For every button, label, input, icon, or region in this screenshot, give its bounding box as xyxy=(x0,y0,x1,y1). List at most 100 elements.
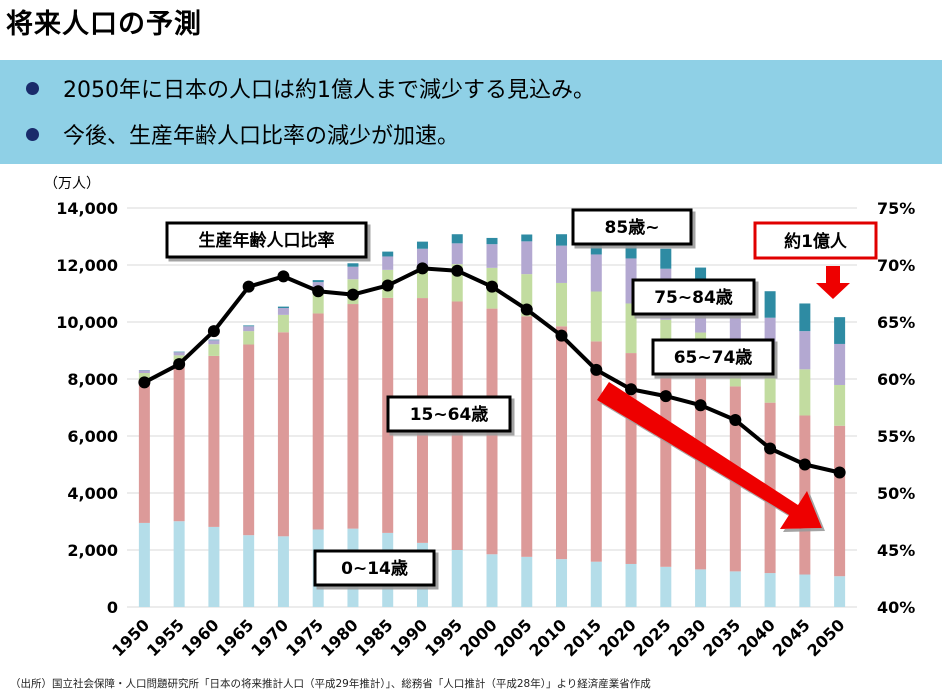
bar-segment-2000-s0 xyxy=(486,554,498,607)
bar-segment-2005-s3 xyxy=(521,241,533,275)
y2-tick-label: 40% xyxy=(877,598,915,617)
bar-segment-1970-s0 xyxy=(277,536,289,607)
bar-segment-2000-s4 xyxy=(486,237,498,245)
label-age-65-74: 65~74歳 xyxy=(651,338,775,376)
bar-segment-2050-s2 xyxy=(834,384,846,426)
bar-segment-1960-s0 xyxy=(208,526,220,607)
bar-segment-1965-s2 xyxy=(243,331,255,345)
x-tick-label: 1960 xyxy=(178,615,223,660)
bar-segment-1965-s0 xyxy=(243,535,255,607)
label-age-85-plus: 85歳~ xyxy=(571,208,693,246)
label-total-2050: 約1億人 xyxy=(753,221,878,260)
bar-segment-1955-s4 xyxy=(173,351,185,353)
bar-segment-2015-s3 xyxy=(590,254,602,292)
svg-text:65~74歳: 65~74歳 xyxy=(674,347,753,368)
ratio-point xyxy=(798,458,811,471)
x-axis-ticks: 1950195519601965197019751980198519901995… xyxy=(108,615,848,660)
bar-segment-1990-s3 xyxy=(416,248,428,267)
bar-segment-1950-s1 xyxy=(138,381,150,523)
ratio-point xyxy=(590,363,603,376)
y-tick-label: 12,000 xyxy=(56,256,118,275)
ratio-point xyxy=(242,280,255,293)
ratio-point xyxy=(764,442,777,455)
bar-segment-1970-s1 xyxy=(277,332,289,537)
bullet-text: 今後、生産年齢人口比率の減少が加速。 xyxy=(63,124,460,149)
ratio-point xyxy=(277,270,290,283)
bar-segment-1970-s2 xyxy=(277,314,289,333)
x-tick-label: 2050 xyxy=(804,615,849,660)
y-tick-label: 8,000 xyxy=(67,370,118,389)
x-tick-label: 1995 xyxy=(421,615,466,660)
bar-segment-1965-s1 xyxy=(243,344,255,536)
bar-segment-1995-s2 xyxy=(451,264,463,302)
bar-segment-2000-s3 xyxy=(486,244,498,268)
y2-tick-label: 50% xyxy=(877,484,915,503)
x-tick-label: 2000 xyxy=(456,615,501,660)
ratio-point xyxy=(659,390,672,403)
ratio-point xyxy=(312,285,325,298)
bullet-item: 今後、生産年齢人口比率の減少が加速。 xyxy=(26,118,459,150)
y2-tick-label: 65% xyxy=(877,313,915,332)
bar-segment-2030-s1 xyxy=(695,373,707,570)
ratio-points xyxy=(138,262,846,479)
bar-segment-2015-s0 xyxy=(590,561,602,607)
x-tick-label: 2045 xyxy=(769,615,814,660)
bar-segment-1990-s4 xyxy=(416,241,428,249)
bar-segment-2040-s0 xyxy=(764,573,776,607)
source-footnote: （出所）国立社会保障・人口問題研究所「日本の将来推計人口（平成29年推計）」、総… xyxy=(10,678,651,690)
svg-text:75~84歳: 75~84歳 xyxy=(654,287,733,308)
svg-text:15~64歳: 15~64歳 xyxy=(410,404,489,425)
bar-segment-1950-s0 xyxy=(138,522,150,607)
ratio-point xyxy=(207,325,220,338)
bar-segment-2050-s0 xyxy=(834,576,846,607)
y-tick-label: 10,000 xyxy=(56,313,118,332)
x-tick-label: 1990 xyxy=(386,615,431,660)
bar-segment-2050-s3 xyxy=(834,343,846,385)
x-tick-label: 1985 xyxy=(352,615,397,660)
bar-segment-2005-s2 xyxy=(521,274,533,317)
x-tick-label: 2030 xyxy=(664,615,709,660)
svg-text:85歳~: 85歳~ xyxy=(605,217,660,238)
ratio-point xyxy=(520,303,533,316)
bar-segment-1955-s0 xyxy=(173,521,185,607)
y2-tick-label: 75% xyxy=(877,199,915,218)
bar-segment-2010-s2 xyxy=(556,282,568,327)
y2-tick-label: 45% xyxy=(877,541,915,560)
population-chart: （万人） 0 2,000 4,000 6,000 8,000 10,000 12,000 14… xyxy=(44,176,915,660)
y-axis-unit: （万人） xyxy=(44,176,100,192)
x-tick-label: 2040 xyxy=(734,615,779,660)
bar-segment-1960-s4 xyxy=(208,339,220,341)
y-tick-label: 2,000 xyxy=(67,541,118,560)
bar-segment-1965-s4 xyxy=(243,325,255,327)
svg-text:0~14歳: 0~14歳 xyxy=(341,558,408,579)
x-tick-label: 2010 xyxy=(525,615,570,660)
bar-segment-1960-s1 xyxy=(208,355,220,527)
bar-segment-1970-s3 xyxy=(277,308,289,315)
y2-tick-label: 60% xyxy=(877,370,915,389)
ratio-point xyxy=(416,262,429,275)
bar-segment-2010-s0 xyxy=(556,559,568,607)
bar-segment-2010-s1 xyxy=(556,326,568,560)
bar-segment-1995-s4 xyxy=(451,234,463,244)
svg-text:約1億人: 約1億人 xyxy=(784,231,848,252)
ratio-point xyxy=(346,288,359,301)
y-axis-ticks: 0 2,000 4,000 6,000 8,000 10,000 12,000 14,000 xyxy=(56,199,118,617)
bar-segment-2035-s3 xyxy=(729,303,741,344)
ratio-point xyxy=(451,264,464,277)
page-title: 将来人口の予測 xyxy=(6,9,202,40)
bar-segment-1970-s4 xyxy=(277,306,289,309)
bar-segment-1965-s3 xyxy=(243,326,255,332)
bar-segment-2015-s1 xyxy=(590,341,602,562)
y-tick-label: 0 xyxy=(107,598,118,617)
bar-segment-1955-s3 xyxy=(173,352,185,356)
bar-segment-2010-s4 xyxy=(556,234,568,246)
y-tick-label: 14,000 xyxy=(56,199,118,218)
bar-segment-2010-s3 xyxy=(556,245,568,283)
bullet-dot-icon xyxy=(26,81,39,95)
x-tick-label: 1950 xyxy=(108,615,153,660)
bar-segment-2045-s0 xyxy=(799,574,811,607)
bar-segment-2045-s4 xyxy=(799,303,811,332)
bar-segment-1995-s3 xyxy=(451,243,463,265)
ratio-point xyxy=(625,383,638,396)
x-tick-label: 1955 xyxy=(143,615,188,660)
